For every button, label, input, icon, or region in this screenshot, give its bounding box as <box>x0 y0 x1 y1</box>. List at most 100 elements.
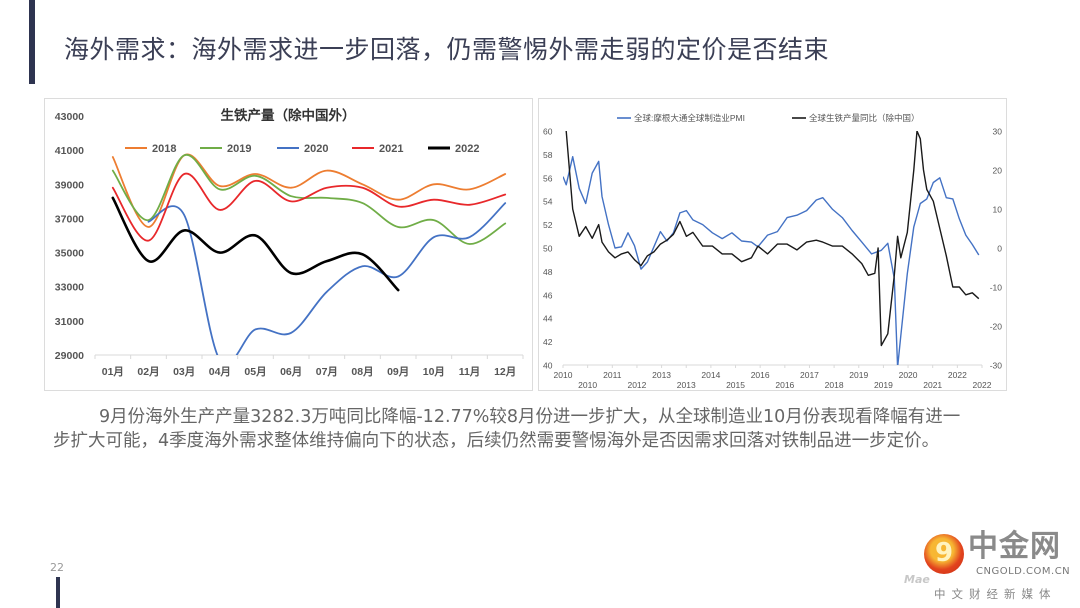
x-tick-label: 2022 <box>973 380 992 390</box>
x-tick-label: 2016 <box>775 380 794 390</box>
x-axis: 2010 2010 2011 2012 2013 2013 2014 2015 2016 2016… <box>554 364 992 390</box>
x-tick-label: 09月 <box>387 366 409 378</box>
y-axis-left: 40 42 44 46 48 50 52 54 56 58 60 <box>543 127 553 371</box>
legend-item-pmi: 全球:摩根大通全球制造业PMI <box>617 113 745 123</box>
x-tick-label: 2015 <box>726 380 745 390</box>
y-left-tick-label: 60 <box>543 127 553 137</box>
x-tick-label: 12月 <box>494 366 516 378</box>
x-tick-label: 2010 <box>554 370 573 380</box>
chart-legend: 2018 2019 2020 2021 2022 <box>125 143 479 155</box>
x-tick-label: 2017 <box>800 370 819 380</box>
page-number: 22 <box>50 561 64 574</box>
y-right-tick-label: 30 <box>993 127 1003 137</box>
y-tick-label: 43000 <box>55 111 84 123</box>
footer-accent-bar <box>56 577 60 608</box>
y-tick-label: 37000 <box>55 213 84 225</box>
y-axis: 29000 31000 33000 35000 37000 39000 41000 43000 <box>55 111 84 362</box>
x-tick-label: 2020 <box>899 370 918 380</box>
title-accent-bar <box>29 0 35 84</box>
y-left-tick-label: 50 <box>543 244 553 254</box>
legend-item-pig-iron-yoy: 全球生铁产量同比（除中国） <box>792 113 920 123</box>
x-tick-label: 2013 <box>677 380 696 390</box>
y-left-tick-label: 40 <box>543 361 553 371</box>
legend-label: 2018 <box>152 143 176 155</box>
series-line-2018 <box>111 153 507 228</box>
legend-item-2020: 2020 <box>277 143 328 155</box>
pig-iron-output-svg: 生铁产量（除中国外） 2018 2019 2020 2021 2022 29000 310… <box>55 107 524 378</box>
series-line-2019 <box>111 154 507 245</box>
legend-item-2018: 2018 <box>125 143 176 155</box>
x-tick-label: 08月 <box>351 366 373 378</box>
x-tick-label: 05月 <box>244 366 266 378</box>
page-title: 海外需求：海外需求进一步回落，仍需警惕外需走弱的定价是否结束 <box>64 35 830 64</box>
series-lines <box>563 131 980 365</box>
legend-label: 全球生铁产量同比（除中国） <box>809 113 920 123</box>
series-line-pig-iron-yoy <box>565 131 980 347</box>
logo-watermark-text: Mae <box>904 573 930 586</box>
y-left-tick-label: 42 <box>543 337 553 347</box>
x-tick-label: 2021 <box>923 380 942 390</box>
y-left-tick-label: 56 <box>543 173 553 183</box>
y-right-tick-label: -10 <box>990 283 1003 293</box>
x-axis: 01月 02月 03月 04月 05月 06月 07月 08月 09月 10月 11月 12月 <box>94 354 524 378</box>
legend-label: 2021 <box>379 143 403 155</box>
x-tick-label: 2018 <box>825 380 844 390</box>
x-tick-label: 06月 <box>280 366 302 378</box>
legend-label: 全球:摩根大通全球制造业PMI <box>634 113 745 123</box>
x-tick-label: 2016 <box>751 370 770 380</box>
legend-item-2022: 2022 <box>428 143 479 155</box>
y-right-tick-label: 10 <box>993 205 1003 215</box>
x-tick-label: 2014 <box>701 370 720 380</box>
logo-brand-name: 中金网 <box>968 529 1061 564</box>
x-tick-label: 10月 <box>423 366 445 378</box>
pmi-vs-pig-iron-chart: 全球:摩根大通全球制造业PMI 全球生铁产量同比（除中国） 40 42 44 46 48 5… <box>538 98 1007 391</box>
legend-label: 2019 <box>227 143 251 155</box>
x-tick-label: 03月 <box>173 366 195 378</box>
x-tick-label: 11月 <box>459 366 481 378</box>
cngold-logo: 9 中金网 CNGOLD.COM.CN Mae 中文财经新媒体 <box>904 530 1080 608</box>
y-right-tick-label: 0 <box>997 244 1002 254</box>
x-tick-label: 01月 <box>102 366 124 378</box>
x-tick-label: 04月 <box>209 366 231 378</box>
series-lines <box>111 153 507 355</box>
pmi-vs-pig-iron-svg: 全球:摩根大通全球制造业PMI 全球生铁产量同比（除中国） 40 42 44 46 48 5… <box>543 113 1003 390</box>
y-left-tick-label: 54 <box>543 197 553 207</box>
legend-label: 2022 <box>455 143 479 155</box>
series-line-pmi <box>563 156 980 365</box>
y-axis-right: -30 -20 -10 0 10 20 30 <box>990 127 1003 371</box>
body-paragraph-text: 9月份海外生产产量3282.3万吨同比降幅-12.77%较8月份进一步扩大，从全… <box>53 407 961 451</box>
y-tick-label: 39000 <box>55 179 84 191</box>
x-tick-label: 2019 <box>849 370 868 380</box>
x-tick-label: 2019 <box>874 380 893 390</box>
y-tick-label: 33000 <box>55 282 84 294</box>
chart-legend: 全球:摩根大通全球制造业PMI 全球生铁产量同比（除中国） <box>617 113 920 123</box>
x-tick-label: 2013 <box>652 370 671 380</box>
y-tick-label: 41000 <box>55 145 84 157</box>
y-left-tick-label: 46 <box>543 290 553 300</box>
body-paragraph: 9月份海外生产产量3282.3万吨同比降幅-12.77%较8月份进一步扩大，从全… <box>53 405 973 453</box>
logo-tagline: 中文财经新媒体 <box>934 587 1057 601</box>
x-tick-label: 07月 <box>316 366 338 378</box>
y-tick-label: 31000 <box>55 316 84 328</box>
logo-swirl-icon: 9 <box>924 534 964 574</box>
x-tick-label: 2011 <box>603 370 622 380</box>
y-tick-label: 35000 <box>55 248 84 260</box>
x-tick-label: 2012 <box>627 380 646 390</box>
x-tick-label: 2010 <box>578 380 597 390</box>
y-right-tick-label: -20 <box>990 322 1003 332</box>
y-left-tick-label: 52 <box>543 220 553 230</box>
legend-item-2021: 2021 <box>352 143 403 155</box>
y-left-tick-label: 48 <box>543 267 553 277</box>
y-right-tick-label: -30 <box>990 361 1003 371</box>
legend-label: 2020 <box>304 143 328 155</box>
x-tick-label: 02月 <box>137 366 159 378</box>
y-left-tick-label: 58 <box>543 150 553 160</box>
legend-item-2019: 2019 <box>200 143 251 155</box>
logo-domain: CNGOLD.COM.CN <box>976 566 1071 577</box>
x-tick-label: 2022 <box>948 370 967 380</box>
series-line-2021 <box>111 172 507 242</box>
y-tick-label: 29000 <box>55 350 84 362</box>
series-line-2020 <box>147 202 507 355</box>
chart-title: 生铁产量（除中国外） <box>221 107 356 123</box>
pig-iron-output-chart: 生铁产量（除中国外） 2018 2019 2020 2021 2022 29000 310… <box>44 98 533 391</box>
